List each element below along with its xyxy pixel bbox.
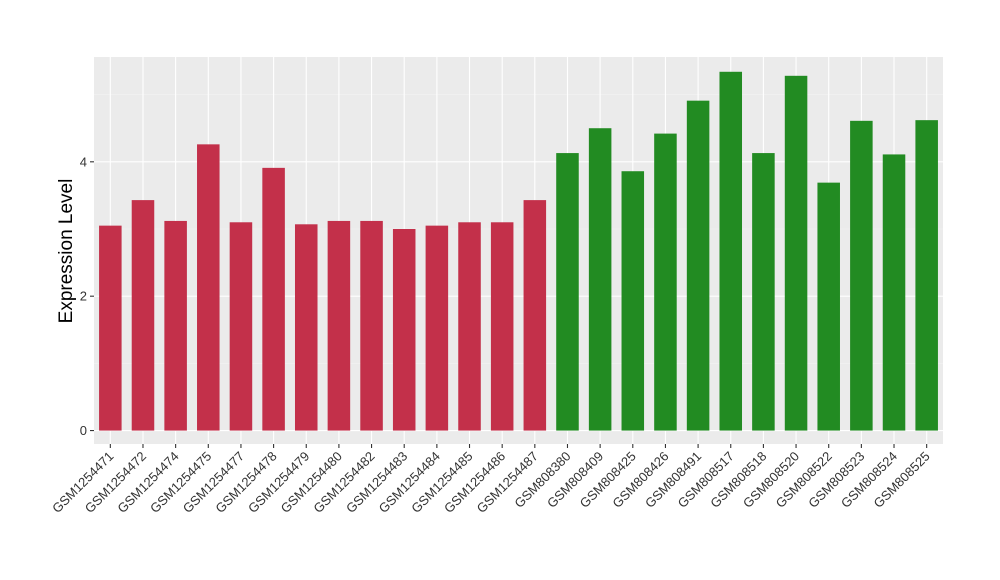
bar-GSM808520 xyxy=(784,75,808,431)
bar-GSM1254477 xyxy=(229,222,253,431)
bar-GSM1254475 xyxy=(197,144,220,431)
y-tick-label: 2 xyxy=(80,289,87,304)
bar-GSM1254486 xyxy=(490,222,514,431)
bar-GSM808522 xyxy=(817,182,840,431)
bar-GSM1254487 xyxy=(523,200,547,431)
bar-GSM808523 xyxy=(850,120,873,431)
y-tick-label: 4 xyxy=(80,154,87,169)
plot-panel xyxy=(94,57,943,444)
bars xyxy=(99,71,938,431)
bar-GSM1254483 xyxy=(392,229,416,431)
bar-GSM808409 xyxy=(588,128,612,431)
bar-GSM808380 xyxy=(556,153,579,431)
bar-GSM1254478 xyxy=(262,167,285,431)
y-axis: 0 2 4 xyxy=(80,154,94,438)
bar-GSM808425 xyxy=(621,171,645,431)
bar-GSM1254482 xyxy=(360,220,383,431)
bar-GSM808517 xyxy=(719,71,743,431)
bar-GSM1254471 xyxy=(99,225,122,431)
bar-GSM808491 xyxy=(686,100,710,431)
y-tick-label: 0 xyxy=(80,423,87,438)
bar-GSM1254474 xyxy=(164,220,187,431)
bar-GSM1254484 xyxy=(425,225,449,431)
bar-GSM808426 xyxy=(654,133,677,431)
bar-GSM1254480 xyxy=(327,220,351,431)
x-axis: GSM1254471GSM1254472GSM1254474GSM1254475… xyxy=(49,444,933,516)
bar-GSM1254479 xyxy=(294,224,318,431)
bar-GSM808525 xyxy=(915,120,938,431)
y-axis-label: Expression Level xyxy=(56,179,77,324)
bar-GSM808518 xyxy=(752,153,775,431)
bar-GSM1254485 xyxy=(458,222,481,431)
bar-GSM1254472 xyxy=(131,200,155,431)
bar-GSM808524 xyxy=(882,154,906,431)
